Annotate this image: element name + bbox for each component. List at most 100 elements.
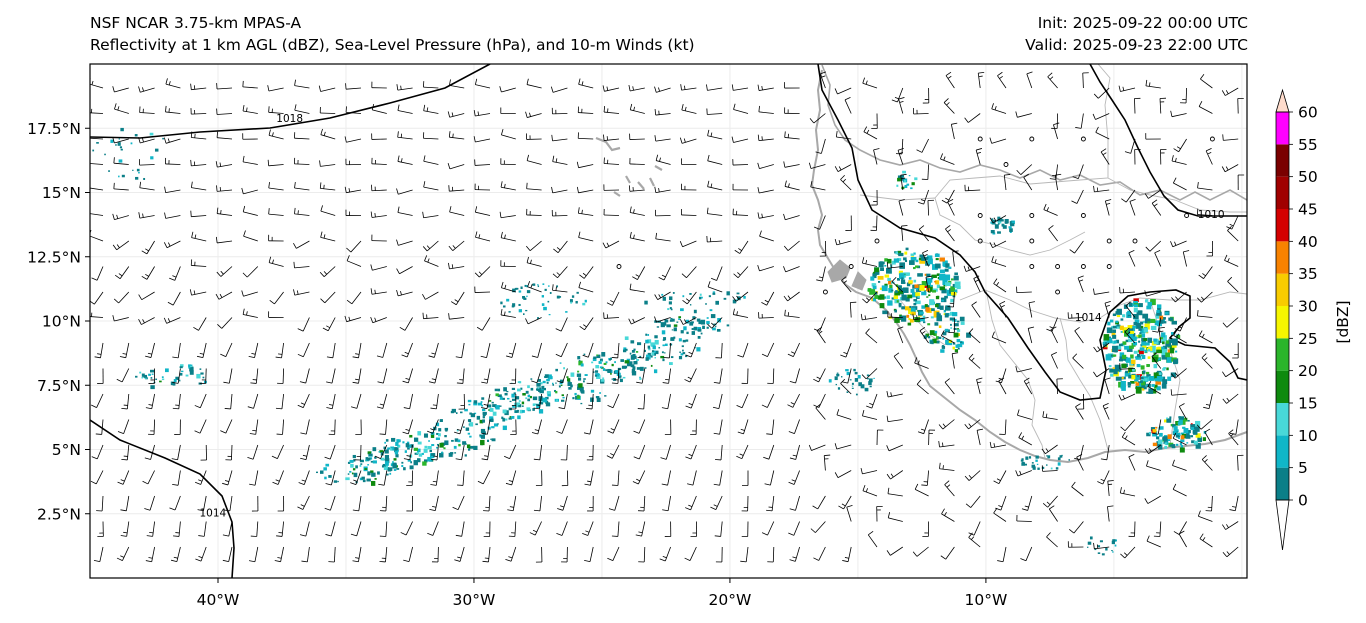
echo-cell <box>651 350 655 353</box>
wind-barb <box>526 133 542 140</box>
wind-barb <box>977 71 985 89</box>
wind-barb <box>664 521 672 537</box>
echo-cell <box>482 412 486 417</box>
wind-barb <box>473 136 491 143</box>
echo-cell <box>849 379 852 381</box>
wind-barb <box>396 239 413 246</box>
echo-cell <box>834 376 838 381</box>
wind-barb <box>95 419 104 435</box>
wind-barb <box>764 470 775 486</box>
echo-cell <box>1009 228 1013 232</box>
echo-cell <box>1115 320 1119 323</box>
wind-barb <box>577 132 594 140</box>
echo-cell <box>1146 384 1149 387</box>
wind-barb <box>873 148 880 165</box>
echo-cell <box>578 377 582 381</box>
wind-barb <box>403 393 413 410</box>
echo-cell <box>532 408 535 411</box>
wind-barb <box>587 495 594 512</box>
echo-cell <box>460 411 463 414</box>
echo-cell <box>1128 345 1134 349</box>
echo-cell <box>383 465 388 471</box>
calm-circle <box>1209 136 1215 142</box>
wind-barb <box>474 206 491 216</box>
wind-barb <box>834 164 852 172</box>
wind-barb <box>1074 326 1084 344</box>
echo-cell <box>1145 371 1150 375</box>
echo-cell <box>950 323 952 326</box>
wind-barb <box>500 107 516 114</box>
wind-barb <box>654 86 671 93</box>
echo-cell <box>568 387 572 390</box>
wind-barb <box>294 157 310 165</box>
echo-cell <box>898 252 904 257</box>
echo-cell <box>879 287 883 290</box>
wind-barb <box>294 207 310 216</box>
wind-barb <box>403 444 413 461</box>
echo-cell <box>509 400 512 403</box>
echo-cell <box>532 403 536 407</box>
wind-barb <box>215 161 233 168</box>
echo-cell <box>1128 338 1133 343</box>
echo-cell <box>173 379 177 383</box>
wind-barb <box>867 530 878 548</box>
wind-barb <box>1041 444 1058 455</box>
wind-barb <box>301 546 310 563</box>
echo-cell <box>673 336 676 339</box>
echo-cell <box>395 454 399 458</box>
echo-cell <box>409 465 414 470</box>
echo-cell <box>1108 365 1112 368</box>
wind-barb <box>582 342 594 358</box>
echo-cell <box>538 409 544 414</box>
echo-cell <box>583 378 586 380</box>
wind-barb <box>220 342 233 358</box>
echo-cell <box>596 374 601 379</box>
wind-barb <box>1020 546 1033 562</box>
wind-barb <box>190 259 207 267</box>
echo-cell <box>950 286 956 292</box>
wind-barb <box>193 317 207 331</box>
echo-cell <box>537 387 540 389</box>
wind-barb <box>866 393 878 409</box>
wind-barb <box>629 103 645 114</box>
wind-barb <box>1075 403 1084 420</box>
wind-barb <box>840 342 852 358</box>
echo-cell <box>880 267 884 271</box>
echo-cell <box>1114 364 1121 372</box>
echo-cell <box>884 258 888 262</box>
wind-barb <box>989 137 1007 144</box>
wind-barb <box>423 81 439 89</box>
echo-cell <box>1146 305 1152 310</box>
wind-barb <box>551 186 568 194</box>
echo-cell <box>614 361 616 364</box>
echo-cell <box>555 399 558 402</box>
echo-cell <box>860 384 865 389</box>
echo-cell <box>1150 318 1156 323</box>
echo-cell <box>941 288 947 294</box>
echo-cell <box>1150 388 1157 394</box>
wind-barb <box>402 419 413 435</box>
echo-cell <box>953 275 959 281</box>
wind-barb <box>897 147 904 165</box>
echo-cell <box>359 464 362 467</box>
wind-barb <box>1198 101 1213 114</box>
echo-cell <box>1148 375 1155 381</box>
wind-barb <box>242 133 258 140</box>
echo-cell <box>950 291 957 296</box>
echo-cell <box>572 397 575 400</box>
echo-cell <box>161 376 164 378</box>
echo-cell <box>1111 540 1115 545</box>
wind-barb <box>928 429 936 446</box>
echo-cell <box>378 451 381 453</box>
echo-cell <box>626 362 631 367</box>
echo-cell <box>910 307 916 312</box>
wind-barb <box>1134 148 1141 165</box>
echo-cell <box>918 257 923 261</box>
wind-barb <box>834 470 852 479</box>
echo-cell <box>1180 439 1185 443</box>
wind-barb <box>320 231 336 242</box>
wind-barb <box>607 419 620 434</box>
wind-barb <box>629 133 645 140</box>
wind-barb <box>431 444 439 461</box>
